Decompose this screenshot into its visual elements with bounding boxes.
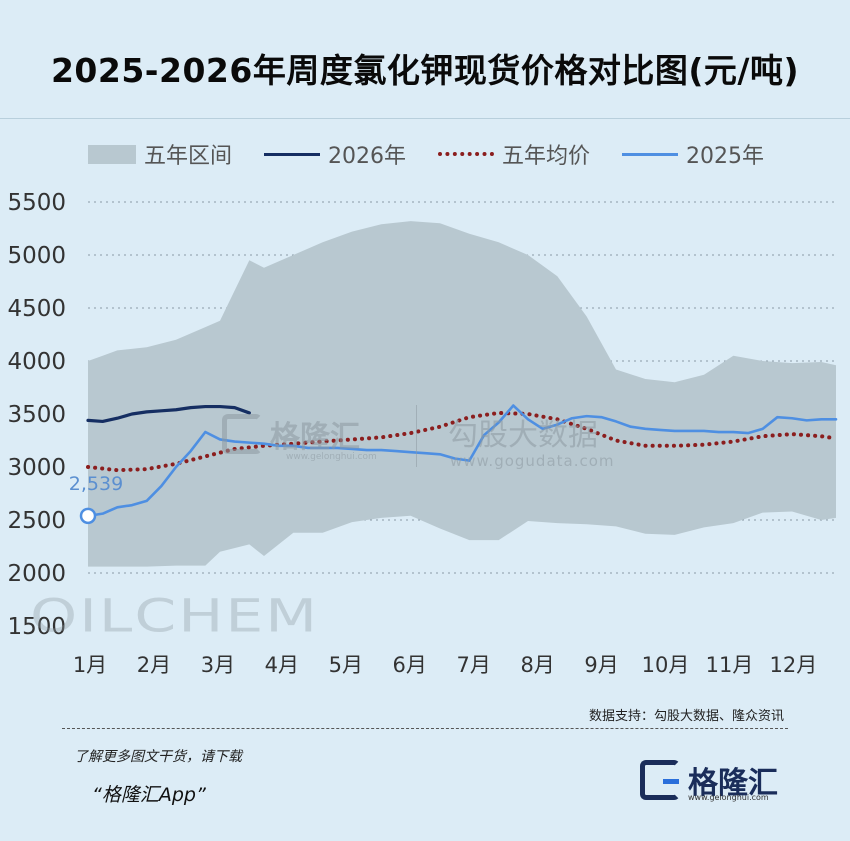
data-source: 数据支持：勾股大数据、隆众资讯 [588, 709, 784, 724]
y-tick-label: 3500 [7, 402, 66, 428]
y-tick-label: 2500 [7, 508, 66, 534]
watermark-divider [416, 405, 417, 467]
y-tick-label: 1500 [7, 614, 66, 640]
chart-legend: 五年区间 2026年 五年均价 2025年 [88, 138, 796, 170]
legend-label-avg: 五年均价 [502, 144, 591, 169]
oilchem-watermark: OILCHEM [30, 590, 320, 643]
start-point-marker [79, 507, 97, 525]
x-tick-label: 4月 [265, 653, 299, 677]
legend-swatch-2025 [622, 152, 679, 156]
legend-swatch-2026 [264, 152, 321, 156]
x-tick-label: 3月 [201, 653, 235, 677]
series-line-2025 [86, 404, 838, 518]
x-tick-label: 11月 [706, 653, 754, 677]
x-tick-label: 12月 [770, 653, 818, 677]
y-tick-label: 2000 [7, 561, 66, 587]
x-tick-label: 1月 [73, 653, 107, 677]
x-tick-label: 7月 [456, 653, 490, 677]
x-tick-label: 9月 [584, 653, 618, 677]
brand-g-icon [640, 760, 680, 800]
legend-label-2026: 2026年 [328, 144, 407, 169]
x-tick-label: 5月 [329, 653, 363, 677]
series-line-five-year-average [86, 410, 838, 473]
x-tick-label: 8月 [520, 653, 554, 677]
brand-logo: 格隆汇 [640, 758, 778, 802]
legend-item-avg: 五年均价 [438, 138, 590, 170]
promo-text: 了解更多图文干货，请下载 [74, 749, 242, 765]
x-tick-label: 10月 [642, 653, 690, 677]
legend-swatch-avg [438, 152, 495, 156]
chart-title: 2025-2026年周度氯化钾现货价格对比图(元/吨) [50, 51, 800, 90]
legend-label-2025: 2025年 [686, 144, 765, 169]
promo-app-name: “格隆汇App” [92, 784, 206, 806]
legend-swatch-band [88, 144, 136, 164]
title-divider [0, 118, 850, 119]
y-tick-label: 3000 [7, 455, 66, 481]
legend-item-band: 五年区间 [88, 138, 232, 170]
y-tick-label: 5000 [7, 243, 66, 269]
legend-item-2025: 2025年 [622, 138, 764, 170]
gelonghui-watermark: 格隆汇 [222, 412, 360, 456]
five-year-range-band [88, 221, 836, 567]
x-tick-label: 6月 [393, 653, 427, 677]
dashed-divider [62, 728, 788, 729]
legend-item-2026: 2026年 [264, 138, 406, 170]
gelonghui-watermark-icon [222, 414, 262, 454]
gelonghui-watermark-url: www.gelonghui.com [286, 452, 377, 462]
series-line-2026 [86, 404, 251, 424]
gelonghui-watermark-text: 格隆汇 [270, 420, 360, 455]
y-tick-label: 4000 [7, 349, 66, 375]
y-tick-label: 5500 [7, 190, 66, 216]
brand-name: 格隆汇 [688, 766, 778, 801]
x-tick-label: 2月 [137, 653, 171, 677]
data-label-start-value: 2,539 [69, 473, 123, 495]
brand-url: www.gelonghui.com [688, 793, 769, 802]
legend-label-band: 五年区间 [144, 144, 233, 169]
chart-plot: 1500 2000 2500 3000 3500 4000 4500 5000 5500 2,53… [7, 190, 838, 677]
gogudata-watermark-url: www.gogudata.com [450, 452, 615, 470]
gogudata-watermark-text: 勾股大数据 [448, 418, 598, 453]
y-tick-label: 4500 [7, 296, 66, 322]
